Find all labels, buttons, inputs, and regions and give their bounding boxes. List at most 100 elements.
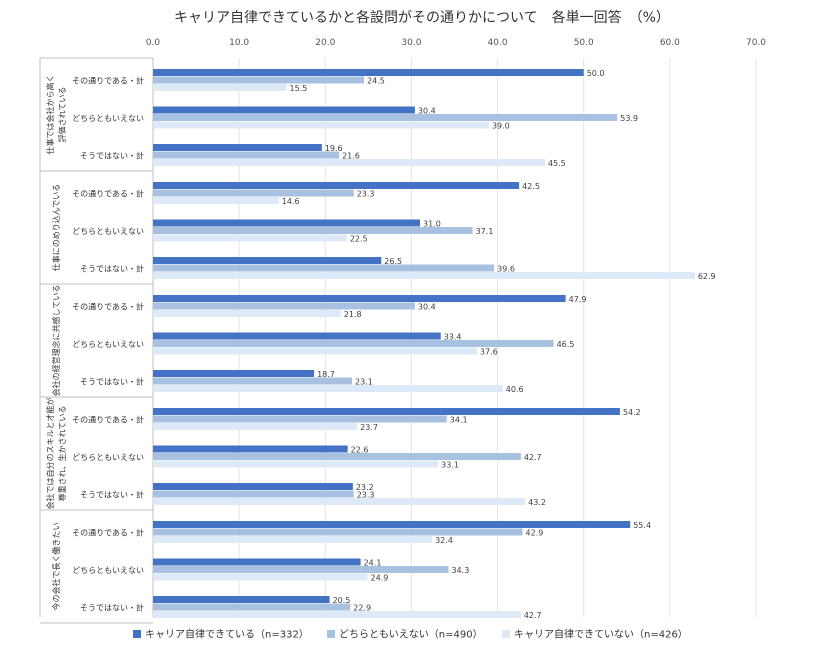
group-label-line: 評価されている [57,87,67,143]
bar [153,558,361,566]
bar [153,340,554,347]
bar [153,490,354,498]
data-label: 45.5 [548,159,566,168]
data-label: 42.5 [522,182,540,191]
x-tick-label: 60.0 [660,38,680,48]
data-label: 20.5 [333,596,351,605]
data-label: 22.9 [353,603,371,612]
data-label: 50.0 [587,69,605,78]
row-label: その通りである・計 [72,527,144,537]
data-label: 34.1 [450,415,468,424]
x-tick-label: 20.0 [315,38,335,48]
legend-swatch [327,630,335,638]
bar [153,272,695,279]
x-tick-label: 0.0 [146,38,161,48]
bar [153,385,503,392]
bar [153,573,368,581]
x-tick-label: 30.0 [401,38,421,48]
chart-title: キャリア自律できているかと各設問がその通りかについて 各単一回答 （%） [174,9,670,26]
data-label: 42.9 [526,528,544,537]
row-label: そうではない・計 [80,150,144,160]
data-label: 18.7 [317,370,335,379]
bar [153,332,441,340]
data-label: 37.1 [476,227,494,236]
group-labels: 仕事では会社から高く 評価されている仕事にのめり込んでいる会社の経営理念に共感して… [45,75,67,611]
data-label: 24.9 [370,573,388,582]
bar [153,483,353,490]
data-label: 33.4 [444,332,462,341]
data-label: 33.1 [441,460,459,469]
data-label: 21.6 [342,151,360,160]
data-label: 26.5 [384,257,402,266]
bar [153,144,322,151]
bar [153,528,523,536]
data-label: 39.6 [497,264,515,273]
data-label: 53.9 [620,114,638,123]
group-label-line: 仕事では会社から高く [45,75,55,155]
bar [153,445,348,453]
row-label: どちらともいえない [72,340,144,349]
legend-swatch [502,630,510,638]
bar [153,460,439,468]
bar [153,264,495,272]
data-label: 24.1 [364,558,382,567]
bar [153,377,352,385]
data-label: 42.7 [524,611,542,620]
bar [153,257,382,264]
row-label: どちらともいえない [72,453,144,462]
group-label: 今の会社で長く働きたい [51,523,61,611]
data-label: 19.6 [325,144,343,153]
bar [153,151,340,159]
row-label: そうではない・計 [80,376,144,386]
bar [153,197,279,204]
data-label: 23.3 [357,189,375,198]
group-label-line: 仕事にのめり込んでいる [51,184,61,272]
data-label: 21.8 [344,310,362,319]
bar [153,227,473,234]
legend-label: キャリア自律できていない（n=426） [514,628,688,641]
data-label: 15.5 [290,84,308,93]
bar [153,189,354,197]
bar [153,69,584,76]
bar [153,611,521,618]
data-label: 30.4 [418,302,436,311]
data-label: 23.7 [360,423,378,432]
data-label: 37.6 [480,347,498,356]
bar [153,596,330,603]
bar [153,415,447,423]
row-label: どちらともいえない [72,227,144,236]
legend-label: キャリア自律できている（n=332） [145,628,309,641]
group-label: 会社の経営理念に共感している [51,285,61,397]
bar [153,84,287,91]
group-label: 仕事にのめり込んでいる [51,184,61,272]
row-label: その通りである・計 [72,414,144,424]
row-label: そうではない・計 [80,489,144,499]
data-labels: 50.0 24.5 15.5 30.4 53.9 39.0 19.621.6 45.5 42.5… [282,69,716,620]
bars [153,69,695,618]
bar [153,408,620,415]
bar [153,114,618,121]
bar [153,106,415,114]
x-tick-label: 10.0 [229,38,249,48]
data-label: 62.9 [698,272,716,281]
data-label: 55.4 [633,521,651,530]
row-label: そうではない・計 [80,602,144,612]
data-label: 42.7 [524,453,542,462]
data-label: 43.2 [528,498,546,507]
x-axis-ticks: 0.0 10.0 20.0 30.0 40.0 50.0 60.0 70.0 [146,38,766,48]
data-label: 47.9 [569,295,587,304]
data-label: 31.0 [423,219,441,228]
data-label: 46.5 [557,340,575,349]
data-label: 23.2 [356,483,374,492]
bar [153,603,351,611]
bar [153,234,347,242]
bar [153,566,449,573]
bar [153,295,566,302]
legend-label: どちらともいえない（n=490） [339,629,483,641]
bar [153,302,415,310]
row-label: その通りである・計 [72,188,144,198]
bar [153,370,315,377]
bar [153,521,631,528]
bar [153,76,365,84]
